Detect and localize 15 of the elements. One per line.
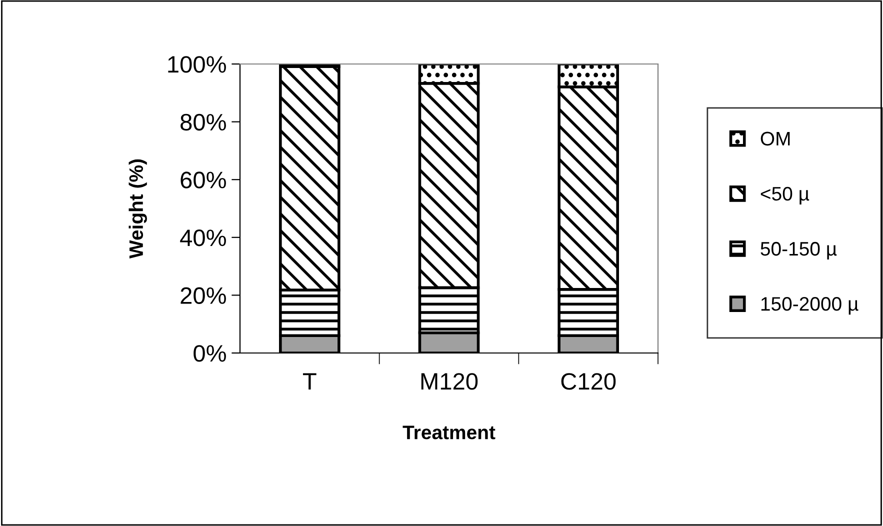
y-tick-label: 100%: [168, 56, 226, 73]
y-axis-title: Weight (%): [128, 159, 147, 259]
legend-label: OM: [760, 132, 790, 146]
y-tick-label: 80%: [180, 114, 226, 131]
y-tick-label: 20%: [180, 287, 226, 304]
y-tick-label: 60%: [180, 172, 226, 188]
x-tick-label: T: [302, 373, 316, 390]
x-tick-label: M120: [421, 373, 478, 390]
y-tick-label: 40%: [180, 229, 226, 246]
x-axis-title: Treatment: [402, 426, 496, 440]
legend-label: <50 µ: [760, 186, 810, 204]
y-tick-label: 0%: [194, 345, 226, 362]
legend-label: 50-150 µ: [760, 242, 837, 260]
x-tick-label: C120: [561, 373, 616, 390]
legend-label: 150-2000 µ: [761, 297, 858, 315]
